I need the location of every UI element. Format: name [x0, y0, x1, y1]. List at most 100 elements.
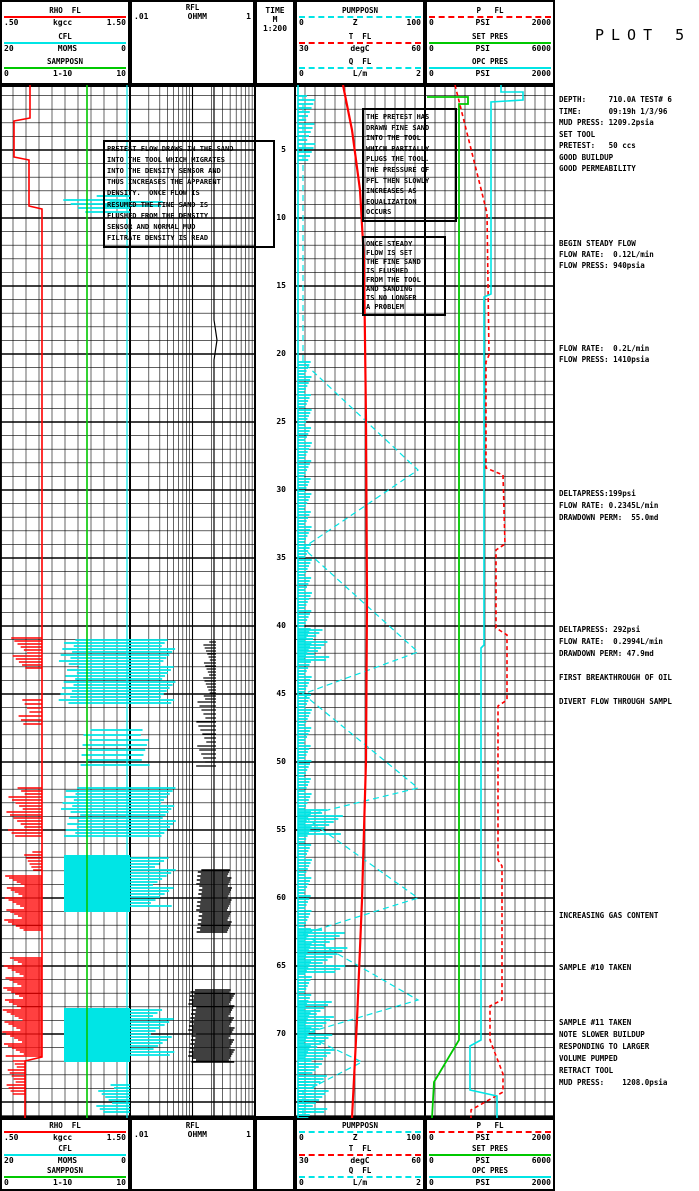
plot-title: PLOT 5 [595, 26, 692, 44]
scale-left: 0 [299, 18, 304, 28]
scale-unit: PSI [475, 68, 490, 78]
depth-label: 70 [276, 1029, 286, 1038]
scale-row-t-fl: T FL 30 degC 60 [297, 32, 423, 54]
rho-spikes [24, 851, 42, 871]
solid-blocks [64, 855, 130, 1062]
annotation: DELTAPRESS: 292psi [559, 625, 641, 634]
rho-spikes [6, 1060, 26, 1095]
time-label-line: TIME [265, 6, 285, 15]
annotation: FLOW RATE: 0.12L/min [559, 250, 654, 259]
curve-rule [4, 66, 126, 69]
curve-title: OPC PRES [471, 1165, 509, 1175]
curve-rule [4, 1175, 126, 1178]
curve-scale-values: 0 1-10 10 [2, 1178, 128, 1188]
q-spikes [298, 809, 343, 835]
rho-spikes [2, 957, 42, 1057]
curve-title: P FL [476, 6, 504, 16]
scale-left: .50 [4, 18, 19, 28]
curve-scale-values: 20 MOMS 0 [2, 44, 128, 54]
depth-label: 55 [276, 825, 286, 834]
rfl-curve [213, 85, 218, 1118]
depth-label: 40 [276, 621, 286, 630]
scale-left: 0 [429, 68, 434, 78]
scale-left: 0 [429, 1133, 434, 1143]
scale-unit: kgcc [52, 1133, 73, 1143]
annotation: GOOD PERMEABILITY [559, 164, 636, 173]
depth-label: 60 [276, 893, 286, 902]
q-spikes [298, 1001, 335, 1060]
inplot-note-box: ONCE STEADY FLOW IS SET THE FINE SAND IS… [362, 236, 446, 316]
curve-scale-values: 0 Z 100 [297, 1133, 423, 1143]
depth-label: 15 [276, 281, 286, 290]
footer-track3: PUMPPOSN 0 Z 100 T FL 30 degC 60 Q FL 0 L/m 2 [295, 1118, 425, 1191]
depth-label: 25 [276, 417, 286, 426]
depth-label: 50 [276, 757, 286, 766]
annotation: GOOD BUILDUP [559, 153, 614, 162]
curve-title: PUMPPOSN [341, 6, 379, 16]
curve-title: Q FL [348, 56, 372, 66]
depth-label: 20 [276, 349, 286, 358]
rho-spikes [4, 875, 42, 931]
depth-label: 45 [276, 689, 286, 698]
cfl-block [64, 1008, 130, 1062]
header-track4: P FL 0 PSI 2000 SET PRES 0 PSI 6000 OPC PRES 0 PSI… [425, 0, 555, 85]
scale-row-rho-fl: RHO FL .50 kgcc 1.50 [2, 6, 128, 28]
annotation: DIVERT FLOW THROUGH SAMPL [559, 697, 672, 706]
scale-right: 60 [411, 43, 421, 53]
annotation: INCREASING GAS CONTENT [559, 911, 659, 920]
scale-row-opc-pres: OPC PRES 0 PSI 2000 [427, 1166, 553, 1188]
scale-unit: PSI [475, 18, 490, 28]
scale-row-p-fl: P FL 0 PSI 2000 [427, 1121, 553, 1143]
scale-unit: kgcc [52, 18, 73, 28]
curve-scale-values: .01 OHMM 1 [132, 1130, 253, 1140]
annotation: FLOW RATE: 0.2994L/min [559, 637, 663, 646]
log-header-band: RHO FL .50 kgcc 1.50 CFL 20 MOMS 0 SAMPPOSN 0 1-10… [0, 0, 555, 85]
scale-unit: Z [352, 1133, 358, 1143]
cfl-spikes [103, 201, 163, 207]
scale-row-rfl: RFL .01 OHMM 1 [132, 1121, 253, 1140]
header-time-track: TIME M 1:200 [255, 0, 295, 85]
scale-right: 10 [116, 68, 126, 78]
scale-row-set-pres: SET PRES 0 PSI 6000 [427, 1144, 553, 1166]
scale-left: 0 [429, 43, 434, 53]
opc-pres-curve [469, 85, 524, 1118]
scale-left: 30 [299, 43, 309, 53]
curve-title: PUMPPOSN [341, 1121, 379, 1131]
scale-left: 0 [429, 1155, 434, 1165]
footer-track1: RHO FL .50 kgcc 1.50 CFL 20 MOMS 0 SAMPPOSN 0 1-10… [0, 1118, 130, 1191]
annotation: SAMPLE #10 TAKEN [559, 963, 632, 972]
scale-unit: Z [352, 18, 358, 28]
plot-background [0, 85, 555, 1118]
cfl-spikes [58, 639, 176, 704]
curve-rule [299, 41, 421, 44]
scale-row-sampposn: SAMPPOSN 0 1-10 10 [2, 1166, 128, 1188]
scale-row-t-fl: T FL 30 degC 60 [297, 1144, 423, 1166]
scale-right: 1 [246, 1130, 251, 1139]
cfl-spikes [96, 1084, 130, 1113]
scale-right: 0 [121, 43, 126, 53]
scale-unit: MOMS [57, 43, 78, 53]
annotation: DEPTH: 710.0A TEST# 6 [559, 95, 672, 104]
curve-scale-values: 0 PSI 2000 [427, 1178, 553, 1188]
scale-right: 2000 [531, 18, 551, 28]
scale-row-pumpposn: PUMPPOSN 0 Z 100 [297, 1121, 423, 1143]
curve-scale-values: 0 PSI 2000 [427, 69, 553, 79]
header-track1: RHO FL .50 kgcc 1.50 CFL 20 MOMS 0 SAMPPOSN 0 1-10… [0, 0, 130, 85]
curve-scale-values: 0 PSI 2000 [427, 18, 553, 28]
scale-right: 6000 [531, 1155, 551, 1165]
cfl-spikes [130, 857, 176, 907]
scale-left: 0 [4, 68, 9, 78]
annotation: DRAWDOWN PERM: 47.9md [559, 649, 654, 658]
curve-rule [299, 16, 421, 19]
header-track2: RFL .01 OHMM 1 [130, 0, 255, 85]
scale-row-cfl: CFL 20 MOMS 0 [2, 32, 128, 54]
curve-scale-values: 0 PSI 6000 [427, 1156, 553, 1166]
right-margin-column: PLOT 5 DEPTH: 710.0A TEST# 6 TIME: 09:19h… [555, 0, 699, 1191]
scale-row-q-fl: Q FL 0 L/m 2 [297, 1166, 423, 1188]
cfl-block [64, 855, 130, 912]
scale-right: 100 [406, 18, 421, 28]
curve-rule [4, 1131, 126, 1134]
curve-rule [4, 41, 126, 44]
scale-unit: PSI [475, 1177, 490, 1187]
footer-time-track [255, 1118, 295, 1191]
